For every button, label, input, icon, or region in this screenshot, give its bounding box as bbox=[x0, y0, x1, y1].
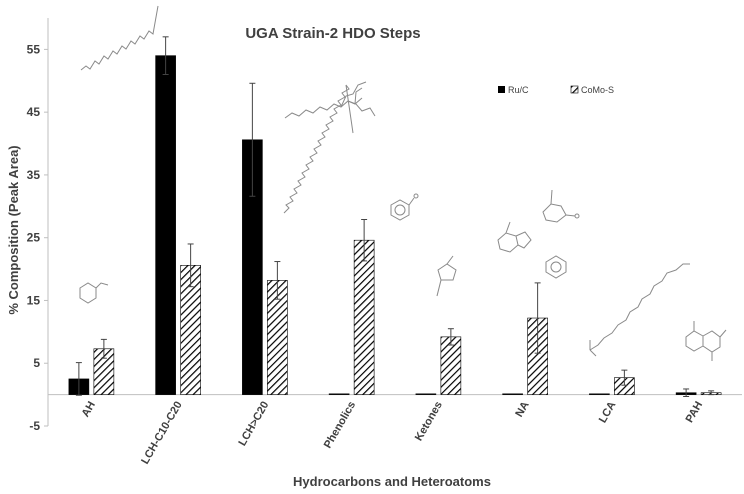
category-label: AH bbox=[80, 399, 98, 419]
bar-ruc-5 bbox=[502, 393, 523, 395]
bar-ruc-4 bbox=[415, 393, 437, 395]
legend-swatch-ruc bbox=[498, 86, 505, 93]
category-label: LCH-C10-C20 bbox=[139, 400, 185, 467]
y-tick-label: 35 bbox=[27, 168, 41, 182]
bar-ruc-6 bbox=[589, 393, 610, 395]
bar-como-4 bbox=[440, 336, 462, 395]
error-bars bbox=[75, 36, 715, 397]
y-tick-label: 25 bbox=[27, 231, 41, 245]
category-label: NA bbox=[513, 399, 531, 419]
y-tick-label: 45 bbox=[27, 105, 41, 119]
bar-ruc-1 bbox=[155, 55, 176, 395]
category-label: LCA bbox=[597, 399, 619, 425]
y-tick-label: -5 bbox=[29, 419, 40, 433]
y-tick-label: 15 bbox=[27, 293, 41, 307]
category-label: Phenolics bbox=[322, 400, 358, 451]
chart-title: UGA Strain-2 HDO Steps bbox=[245, 25, 420, 42]
legend: Ru/C CoMo-S bbox=[498, 85, 614, 95]
y-tick-label: 55 bbox=[27, 42, 41, 56]
bars bbox=[68, 55, 722, 395]
legend-label-como: CoMo-S bbox=[581, 85, 614, 95]
bar-ruc-3 bbox=[328, 393, 350, 395]
molecule-icon bbox=[79, 5, 727, 361]
category-label: PAH bbox=[684, 399, 706, 424]
bar-como-3 bbox=[353, 239, 375, 395]
y-axis-label: % Composition (Peak Area) bbox=[6, 145, 21, 314]
category-labels: AH LCH-C10-C20 LCH>C20 Phenolics Ketones NA LC… bbox=[80, 399, 706, 466]
y-ticks: -5 5 15 25 35 45 55 bbox=[27, 42, 48, 433]
category-label: LCH>C20 bbox=[236, 400, 271, 449]
category-label: Ketones bbox=[413, 400, 445, 444]
legend-swatch-como bbox=[570, 85, 579, 94]
legend-label-ruc: Ru/C bbox=[508, 85, 529, 95]
y-tick-label: 5 bbox=[33, 356, 40, 370]
x-axis-label: Hydrocarbons and Heteroatoms bbox=[293, 474, 491, 489]
